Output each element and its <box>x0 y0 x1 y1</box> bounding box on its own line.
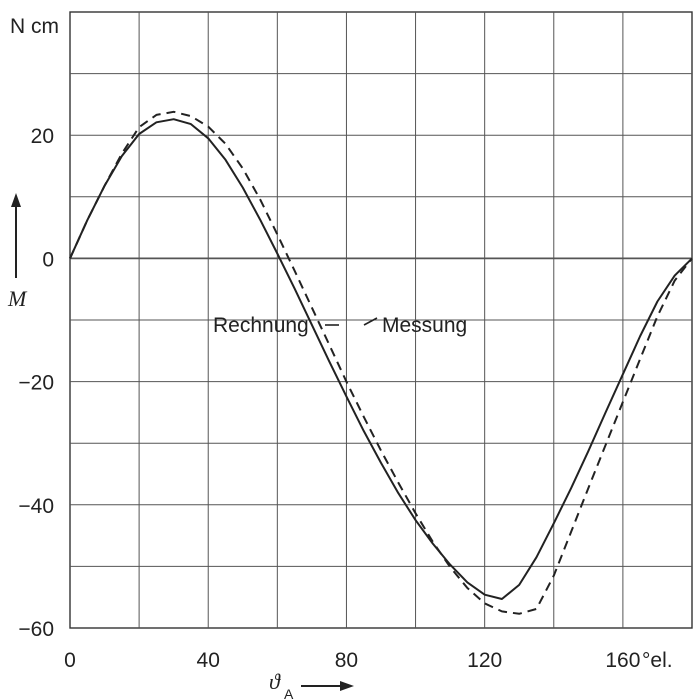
y-axis-label: M <box>7 286 28 311</box>
series-layer <box>69 110 693 615</box>
x-tick-label: 120 <box>467 649 502 672</box>
annotation-leader-messung <box>363 317 378 326</box>
y-tick-label: 0 <box>42 248 54 271</box>
y-tick-label: −20 <box>18 372 54 395</box>
x-axis-label: ϑ <box>269 669 281 694</box>
x-axis-label-subscript: A <box>284 686 294 700</box>
grid <box>69 11 693 629</box>
x-tick-label: 0 <box>64 649 76 672</box>
annotation-rechnung: Rechnung <box>213 314 309 337</box>
x-unit-label: °el. <box>642 649 673 672</box>
y-unit-label: N cm <box>10 15 59 38</box>
series-line-messung <box>69 110 693 615</box>
x-tick-label: 80 <box>335 649 358 672</box>
y-tick-label: −40 <box>18 495 54 518</box>
x-tick-label: 40 <box>197 649 220 672</box>
y-tick-label: 20 <box>31 125 54 148</box>
x-axis-arrowhead <box>340 681 354 691</box>
annotation-messung: Messung <box>382 314 467 337</box>
y-tick-label: −60 <box>18 618 54 641</box>
x-tick-label: 160 <box>605 649 640 672</box>
series-line-rechnung <box>69 118 693 600</box>
y-axis-arrowhead <box>11 193 21 207</box>
